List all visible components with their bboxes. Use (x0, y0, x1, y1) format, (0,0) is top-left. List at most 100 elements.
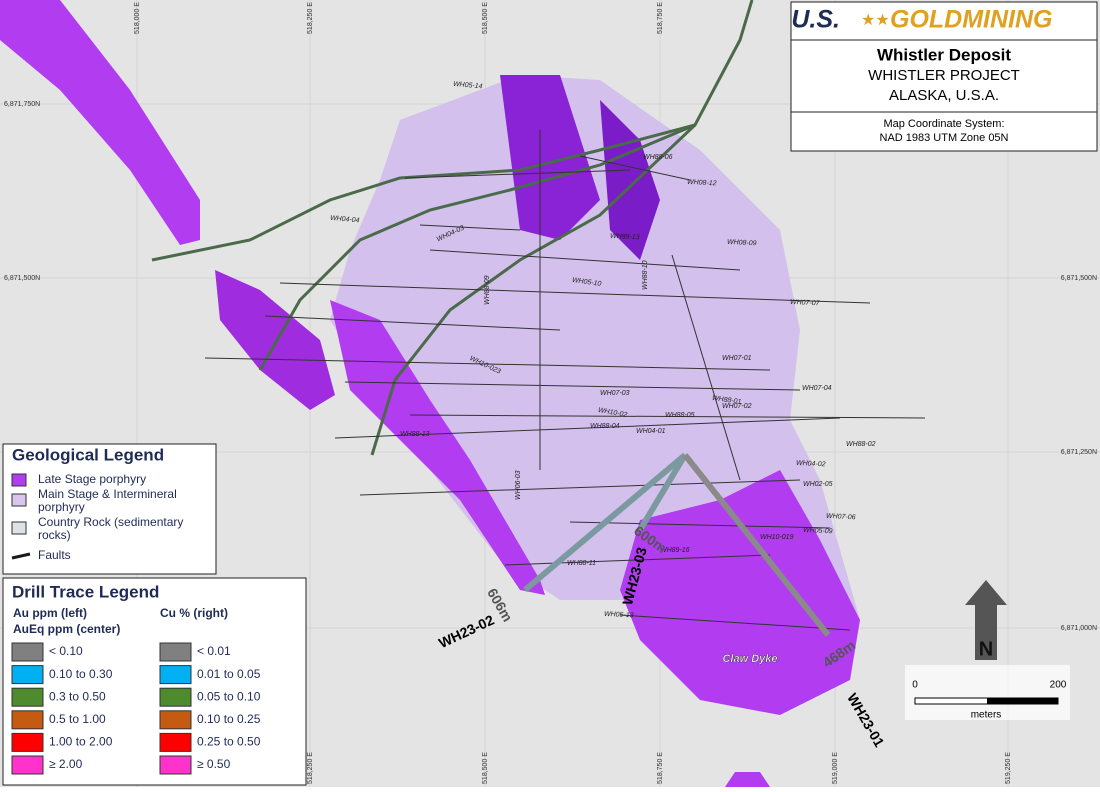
north-arrow (965, 580, 1007, 660)
hole-label: WH88-11 (567, 560, 596, 567)
hole-label: WH07-02 (722, 403, 752, 410)
hole-label: WH89-13 (610, 233, 640, 242)
hole-label: WH88-02 (846, 441, 876, 448)
hole-label: WH88-10 (642, 260, 649, 290)
northing-label: 6,871,500N (4, 275, 40, 282)
legend-swatch (159, 642, 192, 662)
drill-legend (2, 577, 307, 786)
late-stage-porphyry (725, 772, 770, 787)
new-hole-trace (523, 452, 687, 593)
cu-header: Cu % (right) (160, 606, 228, 620)
title: Whistler Deposit (877, 45, 1011, 64)
legend-label: 0.01 to 0.05 (197, 667, 261, 681)
scale-bar (987, 698, 1058, 704)
easting-label: 518,500 E (482, 2, 489, 34)
easting-label: 518,750 E (657, 2, 664, 34)
hole-label: WH05-10 (571, 277, 601, 288)
legend-swatch (159, 755, 192, 775)
easting-label: 519,000 E (832, 752, 839, 784)
late-stage-porphyry (500, 75, 600, 240)
hole-label: WH88-13 (400, 431, 430, 438)
legend-swatch (11, 732, 44, 752)
late-stage-porphyry (600, 100, 660, 260)
crs-label: Map Coordinate System: (883, 118, 1004, 130)
crs: NAD 1983 UTM Zone 05N (880, 132, 1009, 144)
easting-label: 518,000 E (134, 2, 141, 34)
location: ALASKA, U.S.A. (889, 87, 999, 104)
legend-label: Late Stage porphyry (38, 472, 146, 486)
logo: GOLDMINING (890, 6, 1053, 34)
hole-label: WH07-04 (802, 385, 832, 392)
au-header: Au ppm (left) (13, 606, 87, 620)
late-stage-porphyry (0, 0, 200, 245)
hole-label: WH88-05 (665, 412, 695, 419)
legend-label: 0.5 to 1.00 (49, 712, 106, 726)
hole-label: WH02-05 (803, 481, 833, 488)
title-box (790, 1, 1098, 152)
hole-label: WH07-07 (790, 299, 821, 308)
scale-label: 200 (1050, 680, 1067, 691)
hole-label: WH06-03 (515, 470, 522, 500)
hole-label: WH88-06 (643, 154, 673, 161)
legend-label: ≥ 2.00 (49, 757, 83, 771)
legend-label: 0.10 to 0.25 (197, 712, 261, 726)
legend-label: < 0.01 (197, 644, 231, 658)
hole-label: WH89-16 (660, 547, 690, 554)
new-hole-trace (682, 453, 831, 637)
north-label: N (979, 638, 993, 660)
hole-label: WH10-019 (760, 534, 794, 541)
subtitle: WHISTLER PROJECT (868, 67, 1020, 84)
logo: U.S. (791, 6, 840, 34)
legend-swatch (11, 521, 27, 535)
easting-label: 518,500 E (482, 752, 489, 784)
legend-label: 0.05 to 0.10 (197, 689, 261, 703)
hole-label: WH07-03 (600, 390, 630, 397)
hole-label: WH08-12 (687, 179, 717, 188)
legend-swatch (11, 473, 27, 487)
claw-dyke (620, 470, 860, 715)
northing-label: 6,871,750N (4, 101, 40, 108)
northing-label: 6,871,250N (1061, 449, 1097, 456)
legend-label: Faults (38, 548, 71, 562)
drill-legend-items: < 0.10 0.10 to 0.30 0.3 to 0.50 0.5 to 1.00… (11, 642, 261, 775)
legend-label: Main Stage & Intermineral porphyry (38, 487, 177, 514)
legend-label: Country Rock (sedimentary rocks) (38, 515, 183, 542)
faults (151, 0, 754, 456)
scale-label: 0 (912, 680, 918, 691)
legend-swatch (159, 732, 192, 752)
hole-label: WH88-04 (590, 423, 620, 430)
geo-legend-title: Geological Legend (12, 445, 164, 464)
drill-traces (204, 130, 926, 631)
legend-swatch (159, 665, 192, 685)
easting-label: 519,250 E (1005, 752, 1012, 784)
legend-label: 0.10 to 0.30 (49, 667, 113, 681)
northing-label: 6,871,000N (1061, 625, 1097, 632)
easting-label: 518,750 E (657, 752, 664, 784)
legend-swatch (11, 665, 44, 685)
logo-stars: ★★ (861, 12, 890, 29)
legend-swatch (11, 710, 44, 730)
legend-swatch (159, 687, 192, 707)
hole-label: WH08-09 (727, 239, 757, 248)
hole-label: WH88-09 (484, 275, 491, 305)
hole-label: WH05-09 (803, 527, 833, 536)
aueq-header: AuEq ppm (center) (13, 622, 120, 636)
late-stage-porphyry (330, 300, 545, 595)
easting-label: 518,250 E (307, 752, 314, 784)
coordinates: 518,000 E 518,250 E 518,500 E 518,750 E 519,… (4, 2, 1097, 784)
hole-label: WH07-01 (722, 355, 752, 362)
hole-label: WH05-14 (453, 81, 483, 91)
legend-label: 0.3 to 0.50 (49, 689, 106, 703)
legend-swatch (11, 552, 31, 560)
legend-label: ≥ 0.50 (197, 757, 231, 771)
hole-label: WH05-13 (604, 611, 634, 620)
hole-label: WH07-06 (826, 513, 856, 522)
drill-legend-title: Drill Trace Legend (12, 582, 159, 601)
geo-legend (2, 443, 217, 575)
legend-swatch (11, 687, 44, 707)
new-hole-trace (637, 453, 688, 532)
easting-label: 518,250 E (307, 2, 314, 34)
